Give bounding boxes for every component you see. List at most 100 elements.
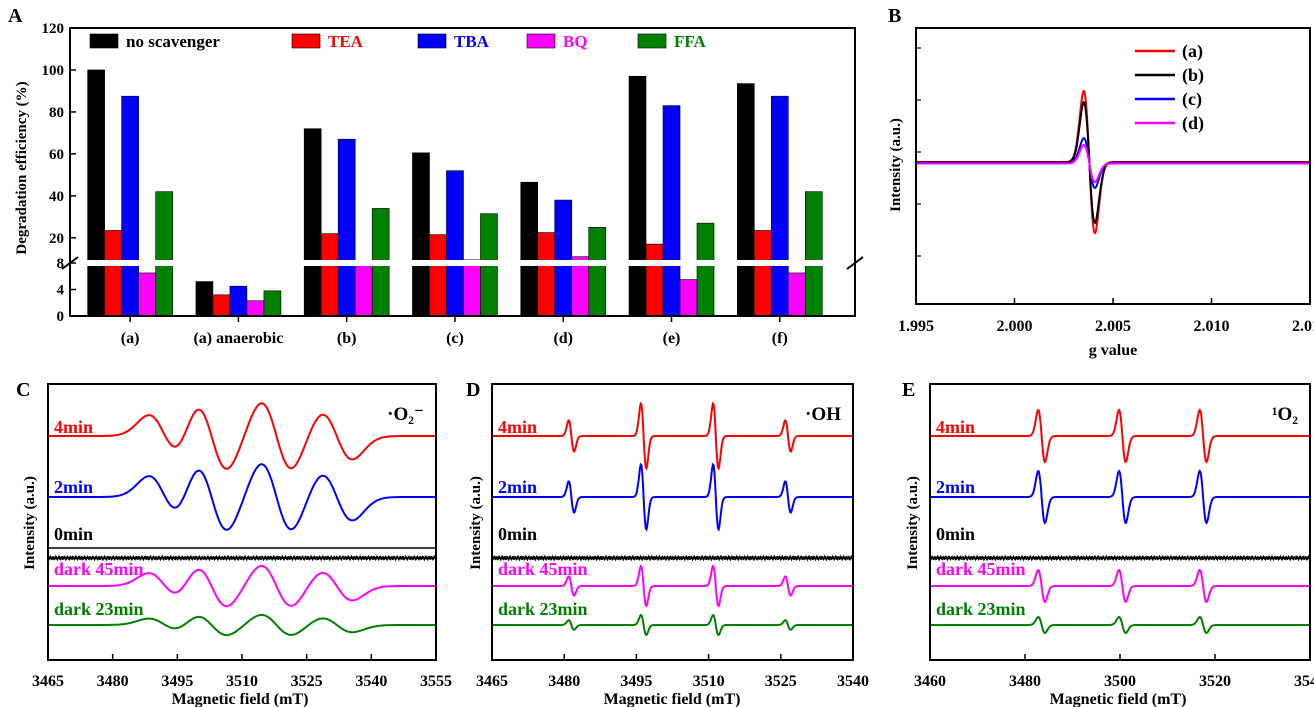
y-tick-label: 4	[57, 283, 65, 299]
legend-label: no scavenger	[126, 32, 220, 51]
series-label: 0min	[498, 524, 537, 544]
x-tick-label: 3480	[1009, 673, 1041, 690]
legend-label: BQ	[563, 32, 588, 51]
y-tick-label: 0	[57, 309, 65, 325]
bar-no-scavenger-1	[195, 281, 214, 317]
bar-TEA-4	[537, 232, 556, 317]
x-tick-label: 3510	[693, 673, 725, 690]
legend-swatch	[637, 33, 667, 49]
x-tick-label: 3465	[32, 673, 64, 690]
bar-FFA-6	[804, 191, 823, 317]
bar-TBA-6	[770, 95, 789, 317]
series-label: dark 45min	[498, 559, 588, 579]
series-label: dark 23min	[936, 599, 1026, 619]
panel-b: B Intensity (a.u.) g value 1.995 2.000 2.0…	[888, 5, 1314, 359]
spectrum-4min	[492, 401, 853, 471]
bar-BQ-5	[679, 279, 698, 317]
y-tick-label: 100	[42, 63, 65, 79]
bar-BQ-3	[463, 259, 481, 317]
bar-TBA-3	[446, 170, 464, 317]
y-tick-label: 40	[49, 189, 64, 205]
x-tick-label: 2.005	[1095, 318, 1131, 335]
x-tick-label: 3480	[97, 673, 129, 690]
spectrum-0min	[47, 554, 437, 562]
bar-no-scavenger-2	[303, 128, 322, 317]
spectrum-2min	[48, 463, 436, 531]
x-tick-label: 3500	[1104, 673, 1136, 690]
bar-TBA-4	[554, 199, 573, 317]
series-label: 4min	[936, 417, 975, 437]
spectrum-dark-45min	[48, 564, 436, 608]
bar-FFA-5	[696, 222, 715, 317]
spectrum-dark-23min	[492, 613, 853, 637]
bar-BQ-0	[138, 272, 156, 317]
series-label: dark 23min	[54, 599, 144, 619]
bar-FFA-4	[588, 227, 607, 317]
y-tick-label: 20	[49, 231, 64, 247]
legend-label: (c)	[1182, 89, 1202, 110]
x-tick-label: 3525	[765, 673, 797, 690]
bar-BQ-2	[354, 264, 373, 317]
spectrum-4min	[930, 408, 1310, 464]
panel-a: A Degradation efficiency (%) (a) (a) anae…	[8, 5, 864, 347]
bar-TBA-2	[337, 138, 356, 317]
x-tick-label: 3540	[1294, 673, 1314, 690]
legend-swatch	[291, 33, 321, 49]
legend-label: (d)	[1182, 113, 1204, 134]
y-axis-label: Intensity (a.u.)	[468, 476, 484, 570]
panel-c: C Intensity (a.u.) Magnetic field (mT) 4…	[16, 379, 452, 707]
bar-no-scavenger-0	[87, 69, 105, 317]
x-tick-label: 3520	[1199, 673, 1231, 690]
x-tick-label: 3540	[837, 673, 869, 690]
spectrum-dark-45min	[492, 564, 853, 608]
x-tick-label: 3495	[161, 673, 193, 690]
bar-BQ-1	[246, 300, 265, 317]
bar-no-scavenger-5	[628, 75, 647, 317]
x-tick-label: 3480	[548, 673, 580, 690]
spectrum-0min	[929, 554, 1311, 562]
y-tick-label: 80	[49, 105, 64, 121]
panel-label-b: B	[888, 5, 901, 27]
bar-no-scavenger-4	[520, 181, 539, 317]
bar-TBA-0	[121, 95, 139, 317]
bar-TBA-1	[229, 285, 248, 317]
species-label: ·OH	[805, 404, 841, 425]
series-label: 2min	[936, 477, 975, 497]
legend-label: FFA	[674, 32, 707, 51]
x-tick-label: 3495	[620, 673, 652, 690]
legend-swatch	[417, 33, 447, 49]
x-tick-label: 3540	[355, 673, 387, 690]
bar-TEA-6	[753, 230, 772, 317]
spectrum-dark-23min	[48, 613, 436, 637]
x-tick-label: 3465	[476, 673, 508, 690]
x-tick-label: 3525	[291, 673, 323, 690]
x-tick-label: 2.010	[1194, 318, 1230, 335]
y-axis-label: Intensity (a.u.)	[22, 476, 38, 570]
series-label: 4min	[498, 417, 537, 437]
panel-label-d: D	[466, 379, 480, 401]
bar-no-scavenger-3	[412, 152, 430, 317]
bar-FFA-1	[263, 290, 282, 317]
y-tick-label: 60	[49, 147, 64, 163]
spectrum-dark-23min	[930, 615, 1310, 635]
plot-frame	[491, 383, 854, 661]
x-tick-label: (b)	[337, 330, 357, 347]
x-tick-label: 1.995	[898, 318, 934, 335]
x-tick-label: 3460	[914, 673, 946, 690]
series-line-(d)	[916, 143, 1310, 184]
series-label: 2min	[498, 477, 537, 497]
x-tick-label: 2.000	[997, 318, 1033, 335]
axis-break-band	[64, 260, 861, 266]
spectrum-0min	[491, 554, 854, 562]
bar-BQ-6	[787, 272, 806, 317]
x-axis-label: g value	[1089, 342, 1137, 359]
y-axis-label: Intensity (a.u.)	[905, 476, 921, 570]
series-label: 2min	[54, 477, 93, 497]
series-label: 4min	[54, 417, 93, 437]
y-axis-label: Degradation efficiency (%)	[14, 81, 30, 254]
x-axis-label: Magnetic field (mT)	[172, 691, 309, 707]
bar-TEA-3	[429, 234, 447, 317]
series-label: dark 45min	[54, 559, 144, 579]
panel-e: E Intensity (a.u.) Magnetic field (mT) 4…	[902, 379, 1314, 707]
